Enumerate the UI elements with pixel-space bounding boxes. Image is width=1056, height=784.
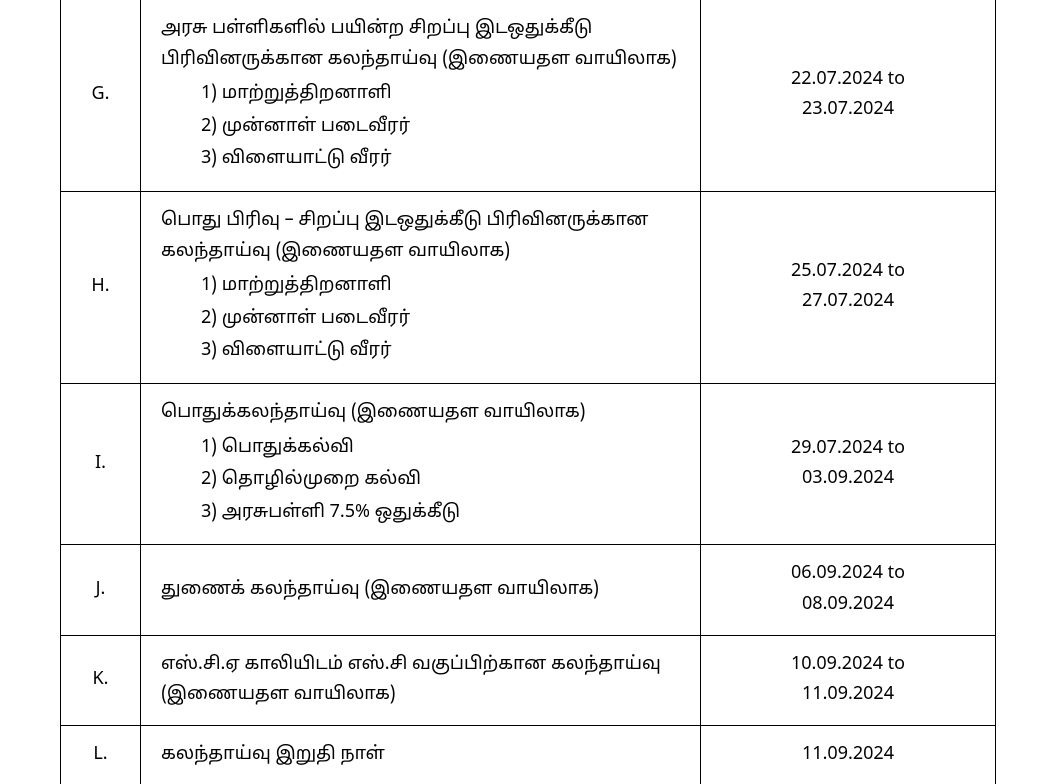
- row-date: 06.09.2024 to 08.09.2024: [701, 545, 996, 635]
- row-sublist-item: 2) முன்னாள் படைவீரர்: [201, 112, 680, 143]
- table-row: L. கலந்தாய்வு இறுதி நாள் 11.09.2024: [61, 725, 996, 784]
- row-desc-intro: பொது பிரிவு – சிறப்பு இடஒதுக்கீடு பிரிவி…: [161, 209, 649, 263]
- date-from: 29.07.2024: [791, 437, 883, 460]
- row-desc-intro: அரசு பள்ளிகளில் பயின்ற சிறப்பு இடஒதுக்கீ…: [161, 17, 677, 71]
- row-letter: I.: [61, 383, 141, 544]
- table-row: K. எஸ்.சி.ஏ காலியிடம் எஸ்.சி வகுப்பிற்கா…: [61, 635, 996, 725]
- date-to: 03.09.2024: [802, 467, 894, 490]
- row-desc-intro: துணைக் கலந்தாய்வு (இணையதள வாயிலாக): [161, 578, 599, 601]
- date-to: 11.09.2024: [802, 683, 894, 706]
- row-date: 25.07.2024 to 27.07.2024: [701, 191, 996, 383]
- row-letter: L.: [61, 725, 141, 784]
- row-sublist: 1) பொதுக்கல்வி 2) தொழில்முறை கல்வி 3) அர…: [201, 433, 680, 529]
- row-letter: K.: [61, 635, 141, 725]
- row-letter: J.: [61, 545, 141, 635]
- row-sublist-item: 3) விளையாட்டு வீரர்: [201, 336, 680, 367]
- row-sublist-item: 1) பொதுக்கல்வி: [201, 433, 680, 464]
- date-to: 27.07.2024: [802, 290, 894, 313]
- date-from: 11.09.2024: [802, 743, 894, 766]
- date-joiner: to: [883, 437, 905, 460]
- row-sublist-item: 3) அரசுபள்ளி 7.5% ஒதுக்கீடு: [201, 498, 680, 529]
- table-row: H. பொது பிரிவு – சிறப்பு இடஒதுக்கீடு பிர…: [61, 191, 996, 383]
- date-joiner: to: [883, 562, 905, 585]
- date-joiner: to: [883, 68, 905, 91]
- date-from: 06.09.2024: [791, 562, 883, 585]
- row-description: பொது பிரிவு – சிறப்பு இடஒதுக்கீடு பிரிவி…: [141, 191, 701, 383]
- row-description: பொதுக்கலந்தாய்வு (இணையதள வாயிலாக) 1) பொத…: [141, 383, 701, 544]
- row-description: அரசு பள்ளிகளில் பயின்ற சிறப்பு இடஒதுக்கீ…: [141, 0, 701, 191]
- row-sublist-item: 2) முன்னாள் படைவீரர்: [201, 304, 680, 335]
- row-sublist-item: 1) மாற்றுத்திறனாளி: [201, 79, 680, 110]
- row-date: 10.09.2024 to 11.09.2024: [701, 635, 996, 725]
- row-letter: H.: [61, 191, 141, 383]
- row-sublist-item: 2) தொழில்முறை கல்வி: [201, 465, 680, 496]
- row-sublist-item: 1) மாற்றுத்திறனாளி: [201, 271, 680, 302]
- date-from: 10.09.2024: [791, 653, 883, 676]
- row-date: 11.09.2024: [701, 725, 996, 784]
- row-sublist: 1) மாற்றுத்திறனாளி 2) முன்னாள் படைவீரர் …: [201, 271, 680, 367]
- row-date: 22.07.2024 to 23.07.2024: [701, 0, 996, 191]
- row-description: எஸ்.சி.ஏ காலியிடம் எஸ்.சி வகுப்பிற்கான க…: [141, 635, 701, 725]
- table-row: G. அரசு பள்ளிகளில் பயின்ற சிறப்பு இடஒதுக…: [61, 0, 996, 191]
- row-desc-intro: கலந்தாய்வு இறுதி நாள்: [161, 743, 385, 766]
- date-from: 25.07.2024: [791, 260, 883, 283]
- row-sublist: 1) மாற்றுத்திறனாளி 2) முன்னாள் படைவீரர் …: [201, 79, 680, 175]
- row-sublist-item: 3) விளையாட்டு வீரர்: [201, 144, 680, 175]
- table-row: J. துணைக் கலந்தாய்வு (இணையதள வாயிலாக) 06…: [61, 545, 996, 635]
- row-description: கலந்தாய்வு இறுதி நாள்: [141, 725, 701, 784]
- row-letter: G.: [61, 0, 141, 191]
- row-date: 29.07.2024 to 03.09.2024: [701, 383, 996, 544]
- schedule-table-body: G. அரசு பள்ளிகளில் பயின்ற சிறப்பு இடஒதுக…: [61, 0, 996, 784]
- table-row: I. பொதுக்கலந்தாய்வு (இணையதள வாயிலாக) 1) …: [61, 383, 996, 544]
- row-desc-intro: பொதுக்கலந்தாய்வு (இணையதள வாயிலாக): [161, 401, 586, 424]
- date-from: 22.07.2024: [791, 68, 883, 91]
- date-joiner: to: [883, 260, 905, 283]
- row-desc-intro: எஸ்.சி.ஏ காலியிடம் எஸ்.சி வகுப்பிற்கான க…: [161, 653, 661, 707]
- date-to: 23.07.2024: [802, 98, 894, 121]
- date-to: 08.09.2024: [802, 593, 894, 616]
- row-description: துணைக் கலந்தாய்வு (இணையதள வாயிலாக): [141, 545, 701, 635]
- date-joiner: to: [883, 653, 905, 676]
- schedule-table: G. அரசு பள்ளிகளில் பயின்ற சிறப்பு இடஒதுக…: [60, 0, 996, 784]
